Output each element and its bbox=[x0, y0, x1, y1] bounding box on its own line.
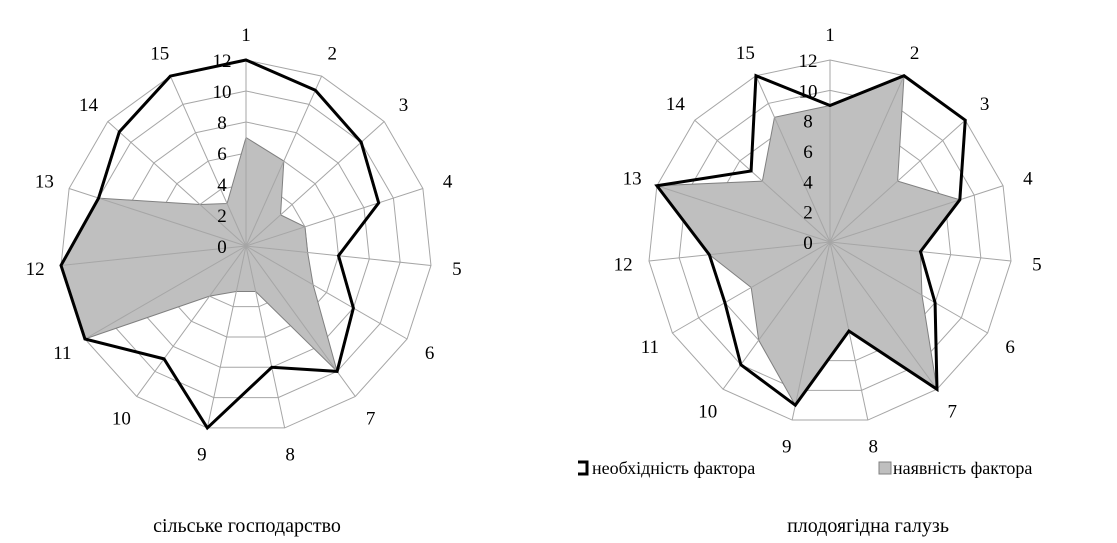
axis-spoke bbox=[672, 241, 831, 334]
category-label: 2 bbox=[910, 43, 920, 64]
radial-tick-label: 8 bbox=[217, 113, 227, 134]
radial-tick-label: 8 bbox=[803, 112, 813, 133]
category-label: 11 bbox=[641, 337, 659, 358]
category-label: 8 bbox=[868, 436, 878, 457]
legend-need-swatch bbox=[578, 460, 589, 476]
radial-tick-label: 2 bbox=[217, 206, 227, 227]
category-label: 6 bbox=[425, 343, 435, 364]
chart-caption-agriculture: сільське господарство bbox=[153, 515, 341, 537]
grid-ring bbox=[122, 121, 370, 368]
radial-tick-label: 12 bbox=[799, 51, 818, 72]
grid-ring bbox=[153, 152, 339, 338]
legend-have-swatch bbox=[878, 461, 892, 475]
axis-spoke bbox=[245, 245, 408, 340]
category-label: 3 bbox=[399, 95, 409, 116]
radial-tick-label: 2 bbox=[803, 203, 813, 224]
axis-spoke bbox=[694, 119, 831, 243]
axis-spoke bbox=[107, 121, 247, 247]
legend: необхідність фактора наявність фактора bbox=[578, 458, 1032, 478]
category-label: 10 bbox=[112, 409, 131, 430]
category-label: 14 bbox=[666, 94, 686, 115]
legend-have-label: наявність фактора bbox=[893, 458, 1032, 478]
grid-ring bbox=[648, 59, 1012, 421]
category-label: 15 bbox=[736, 43, 755, 64]
category-label: 12 bbox=[614, 255, 633, 276]
category-label: 13 bbox=[623, 169, 642, 190]
category-label: 5 bbox=[1032, 255, 1042, 276]
radial-tick-label: 6 bbox=[217, 144, 227, 165]
axis-spoke bbox=[245, 75, 323, 247]
chart-caption-fruit-berry: плодоягідна галузь bbox=[787, 515, 949, 537]
axis-spoke bbox=[60, 245, 247, 266]
legend-need-label: необхідність фактора bbox=[592, 458, 755, 478]
category-label: 2 bbox=[327, 43, 337, 64]
axis-spoke bbox=[136, 245, 247, 397]
radial-tick-label: 12 bbox=[213, 51, 232, 72]
axis-spoke bbox=[829, 119, 966, 243]
axis-spoke bbox=[206, 245, 247, 429]
axis-spoke bbox=[829, 185, 1004, 243]
category-label: 7 bbox=[948, 401, 958, 422]
axis-spoke bbox=[169, 75, 247, 247]
series-need-line bbox=[59, 58, 381, 431]
axis-spoke bbox=[755, 75, 831, 243]
radial-tick-label: 4 bbox=[217, 175, 227, 196]
radial-tick-label: 10 bbox=[213, 82, 232, 103]
category-label: 14 bbox=[79, 95, 99, 116]
category-label: 4 bbox=[1023, 169, 1033, 190]
category-label: 11 bbox=[53, 343, 71, 364]
category-label: 5 bbox=[452, 259, 462, 280]
category-label: 1 bbox=[825, 25, 835, 46]
axis-spoke bbox=[791, 241, 831, 421]
category-label: 1 bbox=[241, 25, 251, 46]
axis-spoke bbox=[829, 241, 938, 390]
category-label: 9 bbox=[782, 436, 792, 457]
grid-ring bbox=[91, 90, 401, 399]
category-label: 8 bbox=[285, 444, 295, 465]
radial-tick-label: 10 bbox=[799, 81, 818, 102]
category-label: 3 bbox=[980, 94, 990, 115]
axis-spoke bbox=[648, 241, 831, 262]
series-have-area bbox=[60, 136, 339, 374]
axis-spoke bbox=[656, 185, 831, 243]
grid-ring bbox=[678, 89, 982, 391]
radial-tick-label: 0 bbox=[217, 237, 227, 258]
axis-spoke bbox=[245, 188, 424, 247]
axis-spoke bbox=[84, 245, 247, 340]
category-label: 13 bbox=[35, 171, 54, 192]
radial-tick-label: 0 bbox=[803, 233, 813, 254]
axis-spoke bbox=[829, 75, 905, 243]
axis-spoke bbox=[829, 241, 988, 334]
grid-ring bbox=[60, 59, 432, 429]
category-label: 7 bbox=[366, 409, 376, 430]
series-need-line bbox=[654, 73, 967, 408]
category-label: 9 bbox=[197, 444, 207, 465]
category-label: 4 bbox=[443, 171, 453, 192]
category-label: 6 bbox=[1005, 337, 1015, 358]
axis-spoke bbox=[245, 245, 286, 429]
category-label: 10 bbox=[698, 401, 717, 422]
category-label: 12 bbox=[26, 259, 45, 280]
category-label: 15 bbox=[150, 43, 169, 64]
radial-tick-label: 6 bbox=[803, 142, 813, 163]
radial-tick-label: 4 bbox=[803, 172, 813, 193]
